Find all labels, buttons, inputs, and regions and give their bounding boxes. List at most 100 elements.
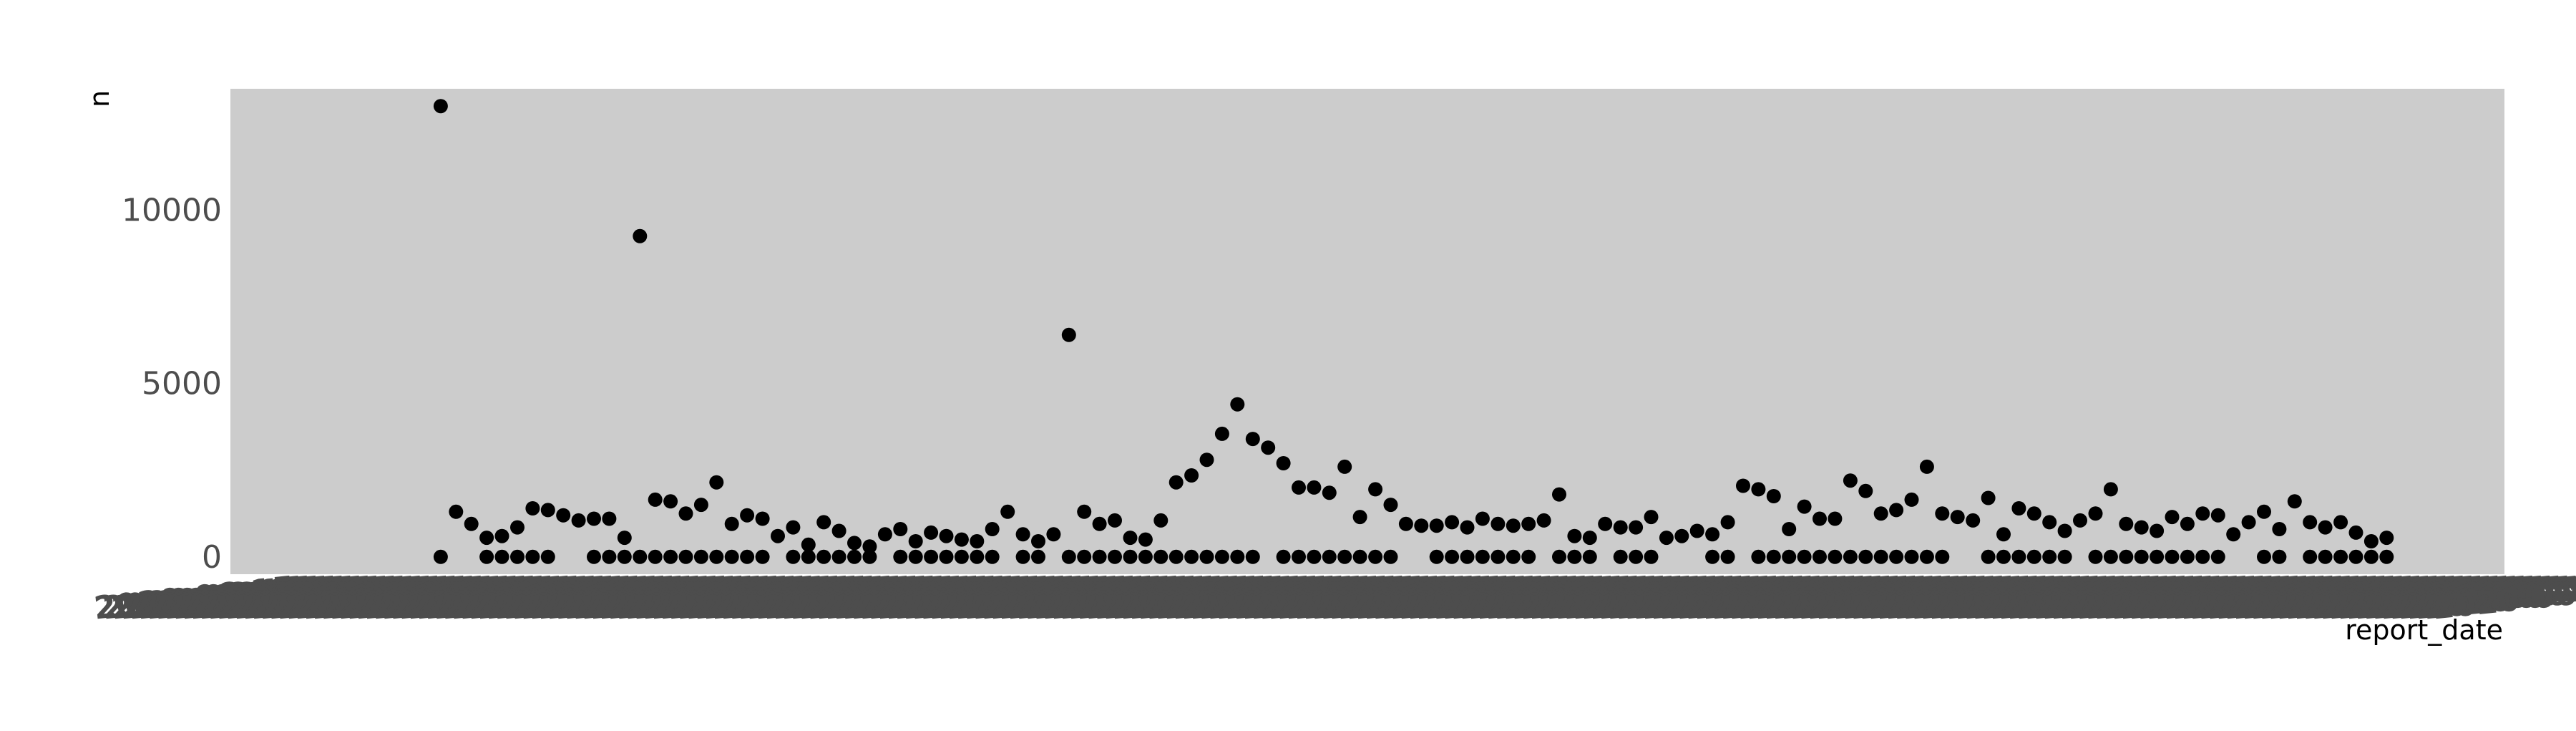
scatter-point — [2103, 482, 2118, 497]
scatter-point — [2134, 520, 2149, 535]
scatter-point — [2379, 531, 2394, 546]
scatter-point — [908, 549, 923, 564]
scatter-point — [831, 549, 847, 564]
scatter-point — [2195, 506, 2210, 521]
scatter-point — [479, 531, 494, 546]
scatter-point — [1230, 397, 1245, 412]
scatter-point — [1046, 527, 1061, 542]
scatter-point — [2042, 549, 2057, 564]
scatter-point — [2119, 516, 2134, 531]
scatter-point — [1766, 549, 1781, 564]
scatter-points — [433, 99, 2394, 564]
scatter-point — [2210, 508, 2225, 523]
scatter-point — [1705, 549, 1720, 564]
scatter-point — [1077, 504, 1092, 519]
scatter-point — [2257, 504, 2271, 519]
y-axis: 0 5000 10000 — [122, 193, 222, 576]
scatter-point — [985, 522, 1000, 536]
scatter-point — [1015, 527, 1030, 542]
scatter-point — [494, 528, 509, 543]
scatter-point — [2057, 523, 2072, 538]
scatter-point — [587, 549, 601, 564]
scatter-point — [617, 531, 632, 546]
scatter-point — [1245, 432, 1260, 447]
scatter-point — [2119, 549, 2134, 564]
scatter-point — [801, 537, 816, 552]
scatter-point — [924, 525, 939, 540]
scatter-point — [1582, 549, 1597, 564]
scatter-point — [663, 494, 678, 509]
scatter-point — [1843, 473, 1858, 488]
scatter-point — [1935, 506, 1950, 521]
scatter-point — [771, 528, 785, 543]
scatter-point — [510, 549, 525, 564]
scatter-point — [1445, 549, 1460, 564]
scatter-point — [1230, 549, 1245, 564]
scatter-point — [1383, 498, 1398, 513]
scatter-point — [2150, 523, 2165, 538]
scatter-point — [755, 549, 770, 564]
scatter-point — [1629, 549, 1644, 564]
scatter-point — [1904, 492, 1919, 507]
scatter-point — [2088, 506, 2103, 521]
scatter-point — [1245, 549, 1260, 564]
scatter-point — [1337, 459, 1352, 474]
scatter-point — [1138, 532, 1153, 547]
scatter-point — [1368, 549, 1383, 564]
scatter-point — [2303, 515, 2318, 530]
scatter-point — [2026, 506, 2041, 521]
scatter-point — [1797, 499, 1812, 514]
scatter-point — [893, 549, 908, 564]
scatter-point — [755, 511, 770, 526]
scatter-point — [1506, 549, 1521, 564]
scatter-point — [1919, 549, 1934, 564]
scatter-point — [2226, 527, 2241, 542]
scatter-point — [862, 549, 877, 564]
scatter-point — [1169, 549, 1184, 564]
scatter-point — [2088, 549, 2103, 564]
scatter-point — [556, 508, 571, 523]
scatter-point — [924, 549, 939, 564]
scatter-point — [1659, 531, 1674, 546]
scatter-point — [510, 520, 525, 535]
scatter-point — [893, 522, 908, 536]
scatter-point — [1582, 531, 1597, 546]
scatter-point — [1123, 531, 1138, 546]
scatter-point — [1828, 549, 1843, 564]
scatter-point — [1966, 513, 1981, 528]
scatter-point — [2363, 549, 2379, 564]
scatter-point — [2318, 549, 2333, 564]
scatter-point — [816, 549, 831, 564]
scatter-point — [1981, 490, 1996, 505]
scatter-point — [1552, 549, 1566, 564]
scatter-point — [1292, 480, 1306, 495]
scatter-point — [1491, 516, 1506, 531]
scatter-point — [1873, 506, 1888, 521]
y-tick-label: 0 — [202, 539, 222, 576]
scatter-point — [1613, 520, 1628, 535]
x-axis-tick-labels: 2020-06-152020-06-152020-06-152020-06-15… — [92, 569, 2576, 626]
scatter-point — [862, 539, 877, 554]
scatter-point — [1199, 549, 1214, 564]
scatter-point — [1429, 549, 1444, 564]
scatter-point — [1015, 549, 1030, 564]
scatter-point — [1506, 518, 1521, 533]
scatter-point — [1184, 549, 1199, 564]
scatter-point — [1061, 549, 1076, 564]
scatter-point — [1123, 549, 1138, 564]
scatter-point — [801, 549, 816, 564]
scatter-point — [1184, 468, 1199, 483]
scatter-point — [1214, 549, 1229, 564]
scatter-point — [2180, 516, 2195, 531]
scatter-point — [1153, 549, 1169, 564]
scatter-point — [540, 549, 555, 564]
scatter-point — [954, 549, 969, 564]
scatter-point — [2333, 515, 2348, 530]
scatter-point — [1414, 518, 1429, 533]
scatter-point — [1996, 549, 2011, 564]
scatter-point — [433, 99, 448, 114]
scatter-point — [2287, 494, 2302, 509]
scatter-point — [1169, 475, 1184, 490]
scatter-point — [2272, 522, 2287, 536]
